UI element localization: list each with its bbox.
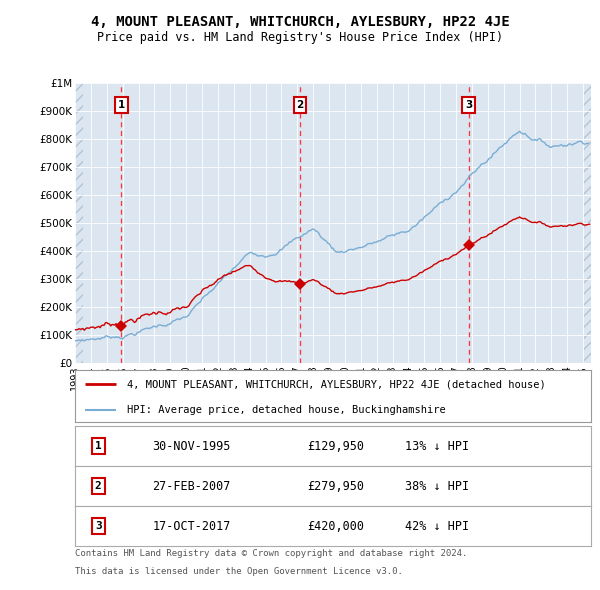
Text: 2: 2 <box>95 481 101 491</box>
Text: 27-FEB-2007: 27-FEB-2007 <box>152 480 231 493</box>
Text: 1: 1 <box>95 441 101 451</box>
Text: 3: 3 <box>95 522 101 531</box>
Text: 42% ↓ HPI: 42% ↓ HPI <box>405 520 469 533</box>
Text: This data is licensed under the Open Government Licence v3.0.: This data is licensed under the Open Gov… <box>75 567 403 576</box>
Text: £420,000: £420,000 <box>307 520 364 533</box>
Text: £129,950: £129,950 <box>307 440 364 453</box>
Text: 38% ↓ HPI: 38% ↓ HPI <box>405 480 469 493</box>
Text: 30-NOV-1995: 30-NOV-1995 <box>152 440 231 453</box>
Text: 13% ↓ HPI: 13% ↓ HPI <box>405 440 469 453</box>
Text: Contains HM Land Registry data © Crown copyright and database right 2024.: Contains HM Land Registry data © Crown c… <box>75 549 467 558</box>
Text: 3: 3 <box>465 100 472 110</box>
Text: 17-OCT-2017: 17-OCT-2017 <box>152 520 231 533</box>
Text: HPI: Average price, detached house, Buckinghamshire: HPI: Average price, detached house, Buck… <box>127 405 445 415</box>
Text: 1: 1 <box>118 100 125 110</box>
Text: 4, MOUNT PLEASANT, WHITCHURCH, AYLESBURY, HP22 4JE (detached house): 4, MOUNT PLEASANT, WHITCHURCH, AYLESBURY… <box>127 379 545 389</box>
Bar <box>75 83 83 363</box>
Text: 2: 2 <box>296 100 304 110</box>
Text: 4, MOUNT PLEASANT, WHITCHURCH, AYLESBURY, HP22 4JE: 4, MOUNT PLEASANT, WHITCHURCH, AYLESBURY… <box>91 15 509 29</box>
Bar <box>583 83 591 363</box>
Text: Price paid vs. HM Land Registry's House Price Index (HPI): Price paid vs. HM Land Registry's House … <box>97 31 503 44</box>
Text: £279,950: £279,950 <box>307 480 364 493</box>
